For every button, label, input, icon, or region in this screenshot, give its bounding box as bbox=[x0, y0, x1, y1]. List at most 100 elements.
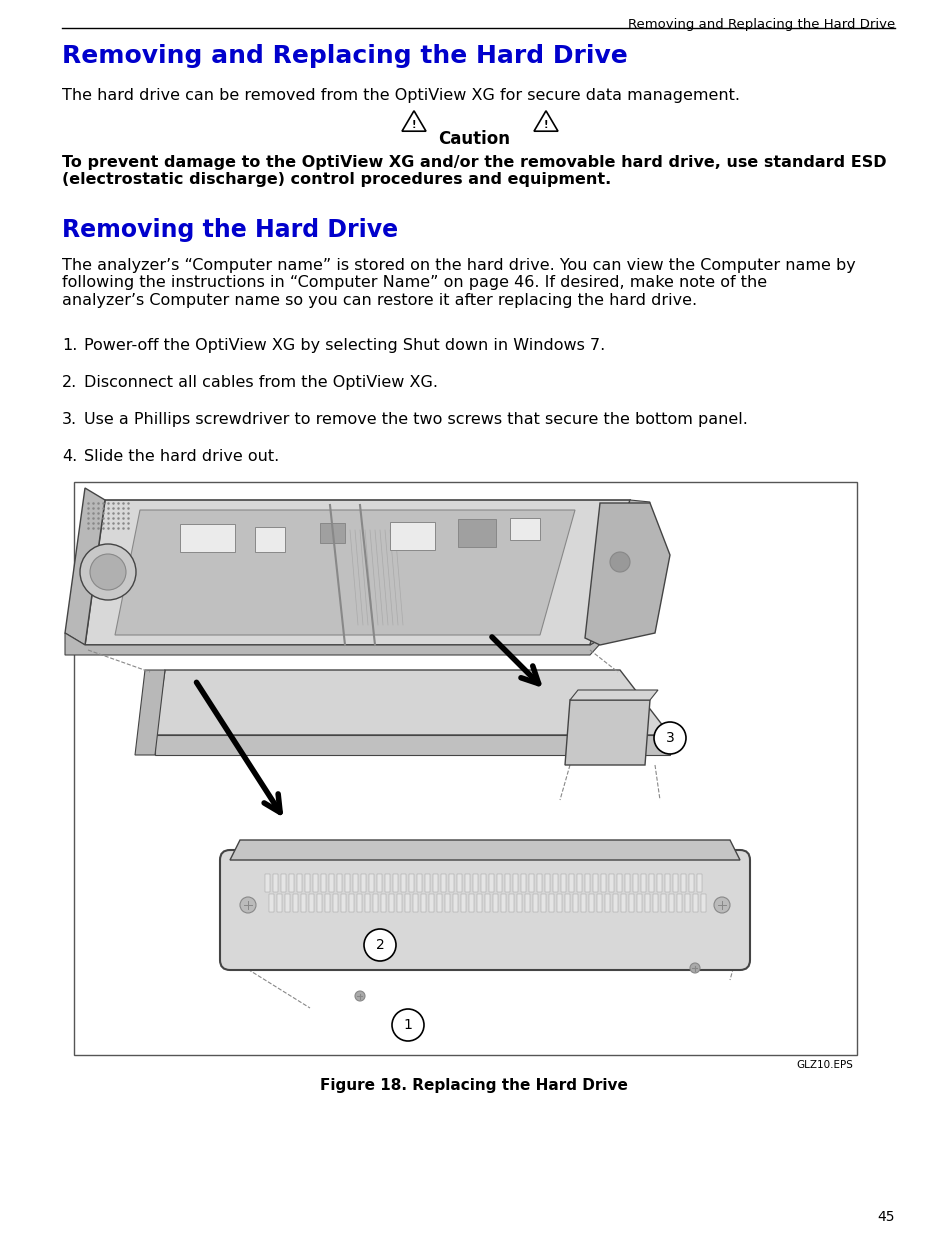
Bar bbox=[601, 874, 606, 892]
Circle shape bbox=[90, 554, 126, 590]
Bar bbox=[273, 874, 278, 892]
Bar bbox=[457, 874, 462, 892]
Bar bbox=[473, 874, 478, 892]
Text: Disconnect all cables from the OptiView XG.: Disconnect all cables from the OptiView … bbox=[84, 375, 443, 390]
Bar bbox=[325, 894, 330, 912]
Bar bbox=[493, 894, 498, 912]
Bar bbox=[437, 894, 442, 912]
Bar bbox=[393, 874, 398, 892]
Bar bbox=[409, 874, 414, 892]
Bar bbox=[305, 874, 310, 892]
Bar bbox=[361, 874, 366, 892]
Bar bbox=[349, 894, 354, 912]
Bar bbox=[565, 894, 570, 912]
Bar bbox=[481, 874, 486, 892]
Bar bbox=[537, 874, 542, 892]
Text: The hard drive can be removed from the OptiView XG for secure data management.: The hard drive can be removed from the O… bbox=[62, 88, 740, 103]
Bar bbox=[693, 894, 698, 912]
Text: 3.: 3. bbox=[62, 412, 77, 427]
Bar bbox=[625, 874, 630, 892]
Bar bbox=[297, 874, 302, 892]
Bar bbox=[469, 894, 474, 912]
Bar bbox=[313, 874, 318, 892]
Polygon shape bbox=[590, 501, 650, 645]
Bar bbox=[255, 527, 285, 551]
Bar bbox=[461, 894, 466, 912]
Circle shape bbox=[714, 897, 730, 913]
Bar bbox=[377, 874, 382, 892]
Bar bbox=[673, 874, 678, 892]
Bar bbox=[449, 874, 454, 892]
Bar bbox=[545, 874, 550, 892]
Polygon shape bbox=[585, 503, 670, 645]
Polygon shape bbox=[230, 840, 740, 859]
Text: Use a Phillips screwdriver to remove the two screws that secure the bottom panel: Use a Phillips screwdriver to remove the… bbox=[84, 412, 748, 427]
Polygon shape bbox=[155, 669, 670, 735]
Bar bbox=[577, 874, 582, 892]
Bar bbox=[397, 894, 402, 912]
Circle shape bbox=[690, 963, 700, 972]
Bar bbox=[265, 874, 270, 892]
Bar bbox=[385, 874, 390, 892]
Bar bbox=[465, 874, 470, 892]
Bar bbox=[657, 874, 662, 892]
Bar bbox=[317, 894, 322, 912]
Bar bbox=[573, 894, 578, 912]
Bar bbox=[661, 894, 666, 912]
Bar bbox=[180, 524, 235, 551]
Text: 4.: 4. bbox=[62, 450, 77, 465]
Text: The analyzer’s “Computer name” is stored on the hard drive. You can view the Com: The analyzer’s “Computer name” is stored… bbox=[62, 258, 856, 308]
Text: Removing and Replacing the Hard Drive: Removing and Replacing the Hard Drive bbox=[627, 17, 895, 31]
Bar bbox=[697, 874, 702, 892]
Bar bbox=[477, 894, 482, 912]
Bar bbox=[373, 894, 378, 912]
Bar bbox=[617, 874, 622, 892]
Bar bbox=[345, 874, 350, 892]
Bar bbox=[669, 894, 674, 912]
Bar bbox=[609, 874, 614, 892]
Bar bbox=[425, 874, 430, 892]
Bar bbox=[369, 874, 374, 892]
Polygon shape bbox=[65, 633, 610, 655]
Bar bbox=[357, 894, 362, 912]
Bar bbox=[557, 894, 562, 912]
Text: Caution: Caution bbox=[438, 130, 510, 148]
Bar bbox=[653, 894, 658, 912]
Bar bbox=[413, 894, 418, 912]
Polygon shape bbox=[115, 510, 575, 635]
Polygon shape bbox=[135, 669, 165, 755]
Text: Figure 18. Replacing the Hard Drive: Figure 18. Replacing the Hard Drive bbox=[320, 1078, 628, 1093]
Bar bbox=[405, 894, 410, 912]
Bar bbox=[525, 894, 530, 912]
Bar bbox=[561, 874, 566, 892]
Bar bbox=[337, 874, 342, 892]
Text: 2: 2 bbox=[376, 938, 384, 953]
Bar bbox=[501, 894, 506, 912]
Text: 1: 1 bbox=[403, 1018, 413, 1032]
Bar bbox=[513, 874, 518, 892]
Bar bbox=[277, 894, 282, 912]
Bar bbox=[285, 894, 290, 912]
Bar bbox=[701, 894, 706, 912]
Bar bbox=[309, 894, 314, 912]
Bar bbox=[510, 518, 540, 540]
Polygon shape bbox=[570, 691, 658, 700]
Polygon shape bbox=[565, 700, 650, 765]
Text: 2.: 2. bbox=[62, 375, 77, 390]
Text: Removing the Hard Drive: Removing the Hard Drive bbox=[62, 219, 399, 242]
Bar bbox=[353, 874, 358, 892]
Text: !: ! bbox=[412, 119, 417, 129]
FancyBboxPatch shape bbox=[220, 850, 750, 970]
Text: Slide the hard drive out.: Slide the hard drive out. bbox=[84, 450, 279, 465]
Bar bbox=[529, 874, 534, 892]
Bar bbox=[641, 874, 646, 892]
Bar bbox=[458, 519, 496, 546]
Bar bbox=[301, 894, 306, 912]
Text: 3: 3 bbox=[665, 732, 675, 745]
Bar bbox=[521, 874, 526, 892]
Bar bbox=[417, 874, 422, 892]
Bar bbox=[597, 894, 602, 912]
Bar bbox=[485, 894, 490, 912]
Polygon shape bbox=[65, 488, 105, 645]
Bar bbox=[621, 894, 626, 912]
